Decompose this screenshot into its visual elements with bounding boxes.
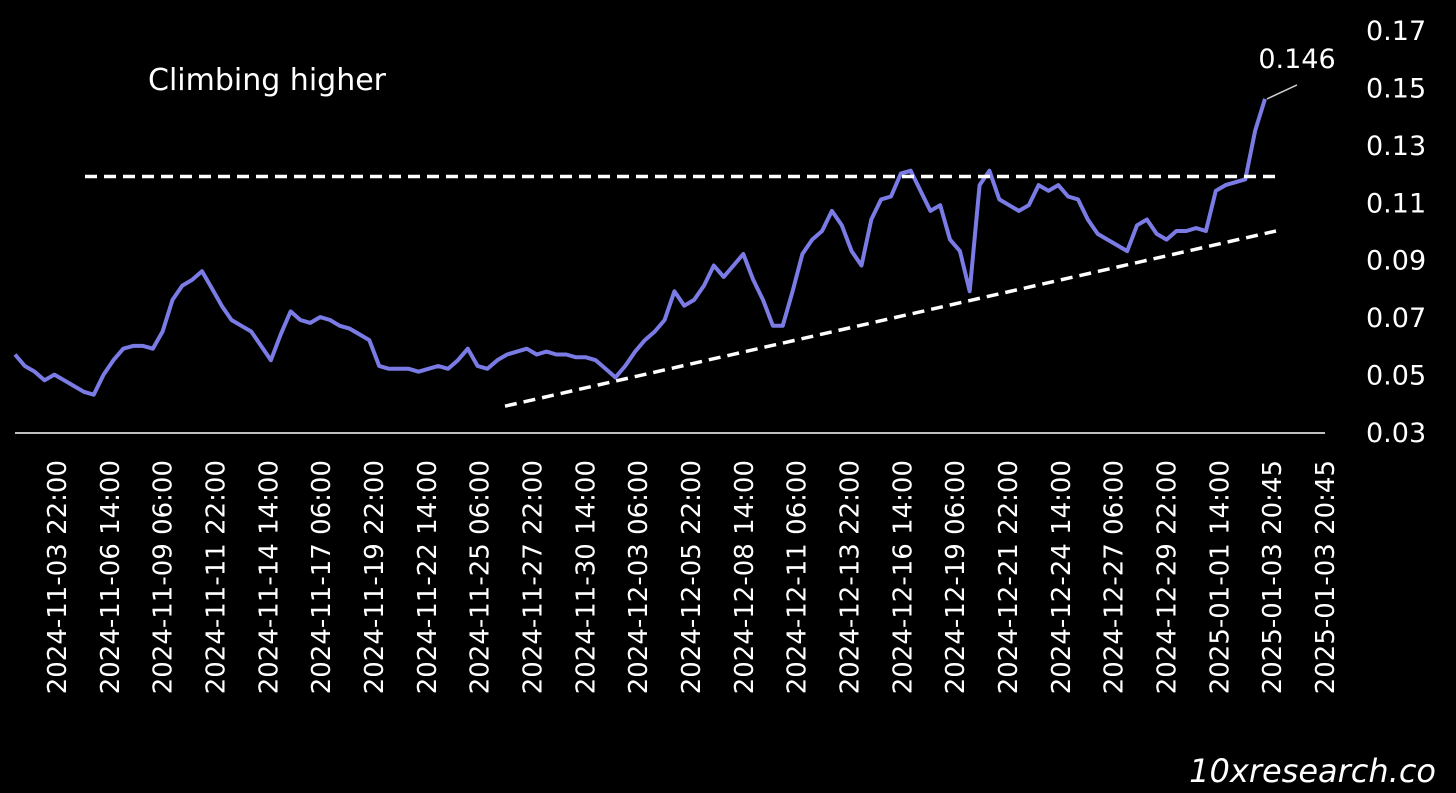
- annotation-leader: [1266, 84, 1298, 100]
- x-tick-label: 2024-12-08 14:00: [730, 460, 760, 694]
- y-tick-label: 0.05: [1366, 361, 1426, 392]
- x-tick-label: 2024-12-29 22:00: [1153, 460, 1183, 694]
- data-line: [13, 98, 1267, 397]
- y-tick-label: 0.11: [1366, 188, 1426, 219]
- y-tick-label: 0.17: [1366, 16, 1426, 47]
- x-tick-label: 2024-12-05 22:00: [677, 460, 707, 694]
- x-tick-label: 2024-12-24 14:00: [1047, 460, 1077, 694]
- y-tick-label: 0.07: [1366, 303, 1426, 334]
- annotation-label: 0.146: [1258, 44, 1335, 75]
- x-tick-label: 2024-11-17 06:00: [307, 460, 337, 694]
- chart-title: Climbing higher: [148, 63, 387, 98]
- x-tick-label: 2024-11-22 14:00: [413, 460, 443, 694]
- y-tick-label: 0.09: [1366, 246, 1426, 277]
- x-tick-label: 2024-12-13 22:00: [836, 460, 866, 694]
- x-tick-label: 2024-12-21 22:00: [994, 460, 1024, 694]
- x-tick-label: 2024-12-11 06:00: [783, 460, 813, 694]
- x-tick-label: 2024-11-14 14:00: [254, 460, 284, 694]
- x-tick-label: 2024-11-19 22:00: [360, 460, 390, 694]
- x-tick-label: 2024-11-11 22:00: [202, 460, 232, 694]
- x-tick-label: 2024-12-27 06:00: [1100, 460, 1130, 694]
- x-tick-label: 2024-12-03 06:00: [624, 460, 654, 694]
- y-tick-label: 0.13: [1366, 131, 1426, 162]
- x-tick-label: 2025-01-01 14:00: [1205, 460, 1235, 694]
- x-tick-label: 2024-11-06 14:00: [96, 460, 126, 694]
- watermark: 10xresearch.co: [1189, 752, 1436, 790]
- x-tick-label: 2025-01-03 20:45: [1311, 460, 1341, 694]
- y-tick-label: 0.15: [1366, 73, 1426, 104]
- x-tick-label: 2024-12-19 06:00: [941, 460, 971, 694]
- x-tick-label: 2024-11-09 06:00: [149, 460, 179, 694]
- x-tick-label: 2024-11-30 14:00: [571, 460, 601, 694]
- x-tick-label: 2024-11-27 22:00: [519, 460, 549, 694]
- x-tick-label: 2024-11-25 06:00: [466, 460, 496, 694]
- x-tick-label: 2024-12-16 14:00: [888, 460, 918, 694]
- x-tick-label: 2024-11-03 22:00: [43, 460, 73, 694]
- x-tick-label: 2025-01-03 20:45: [1258, 460, 1288, 694]
- y-tick-label: 0.03: [1366, 418, 1426, 449]
